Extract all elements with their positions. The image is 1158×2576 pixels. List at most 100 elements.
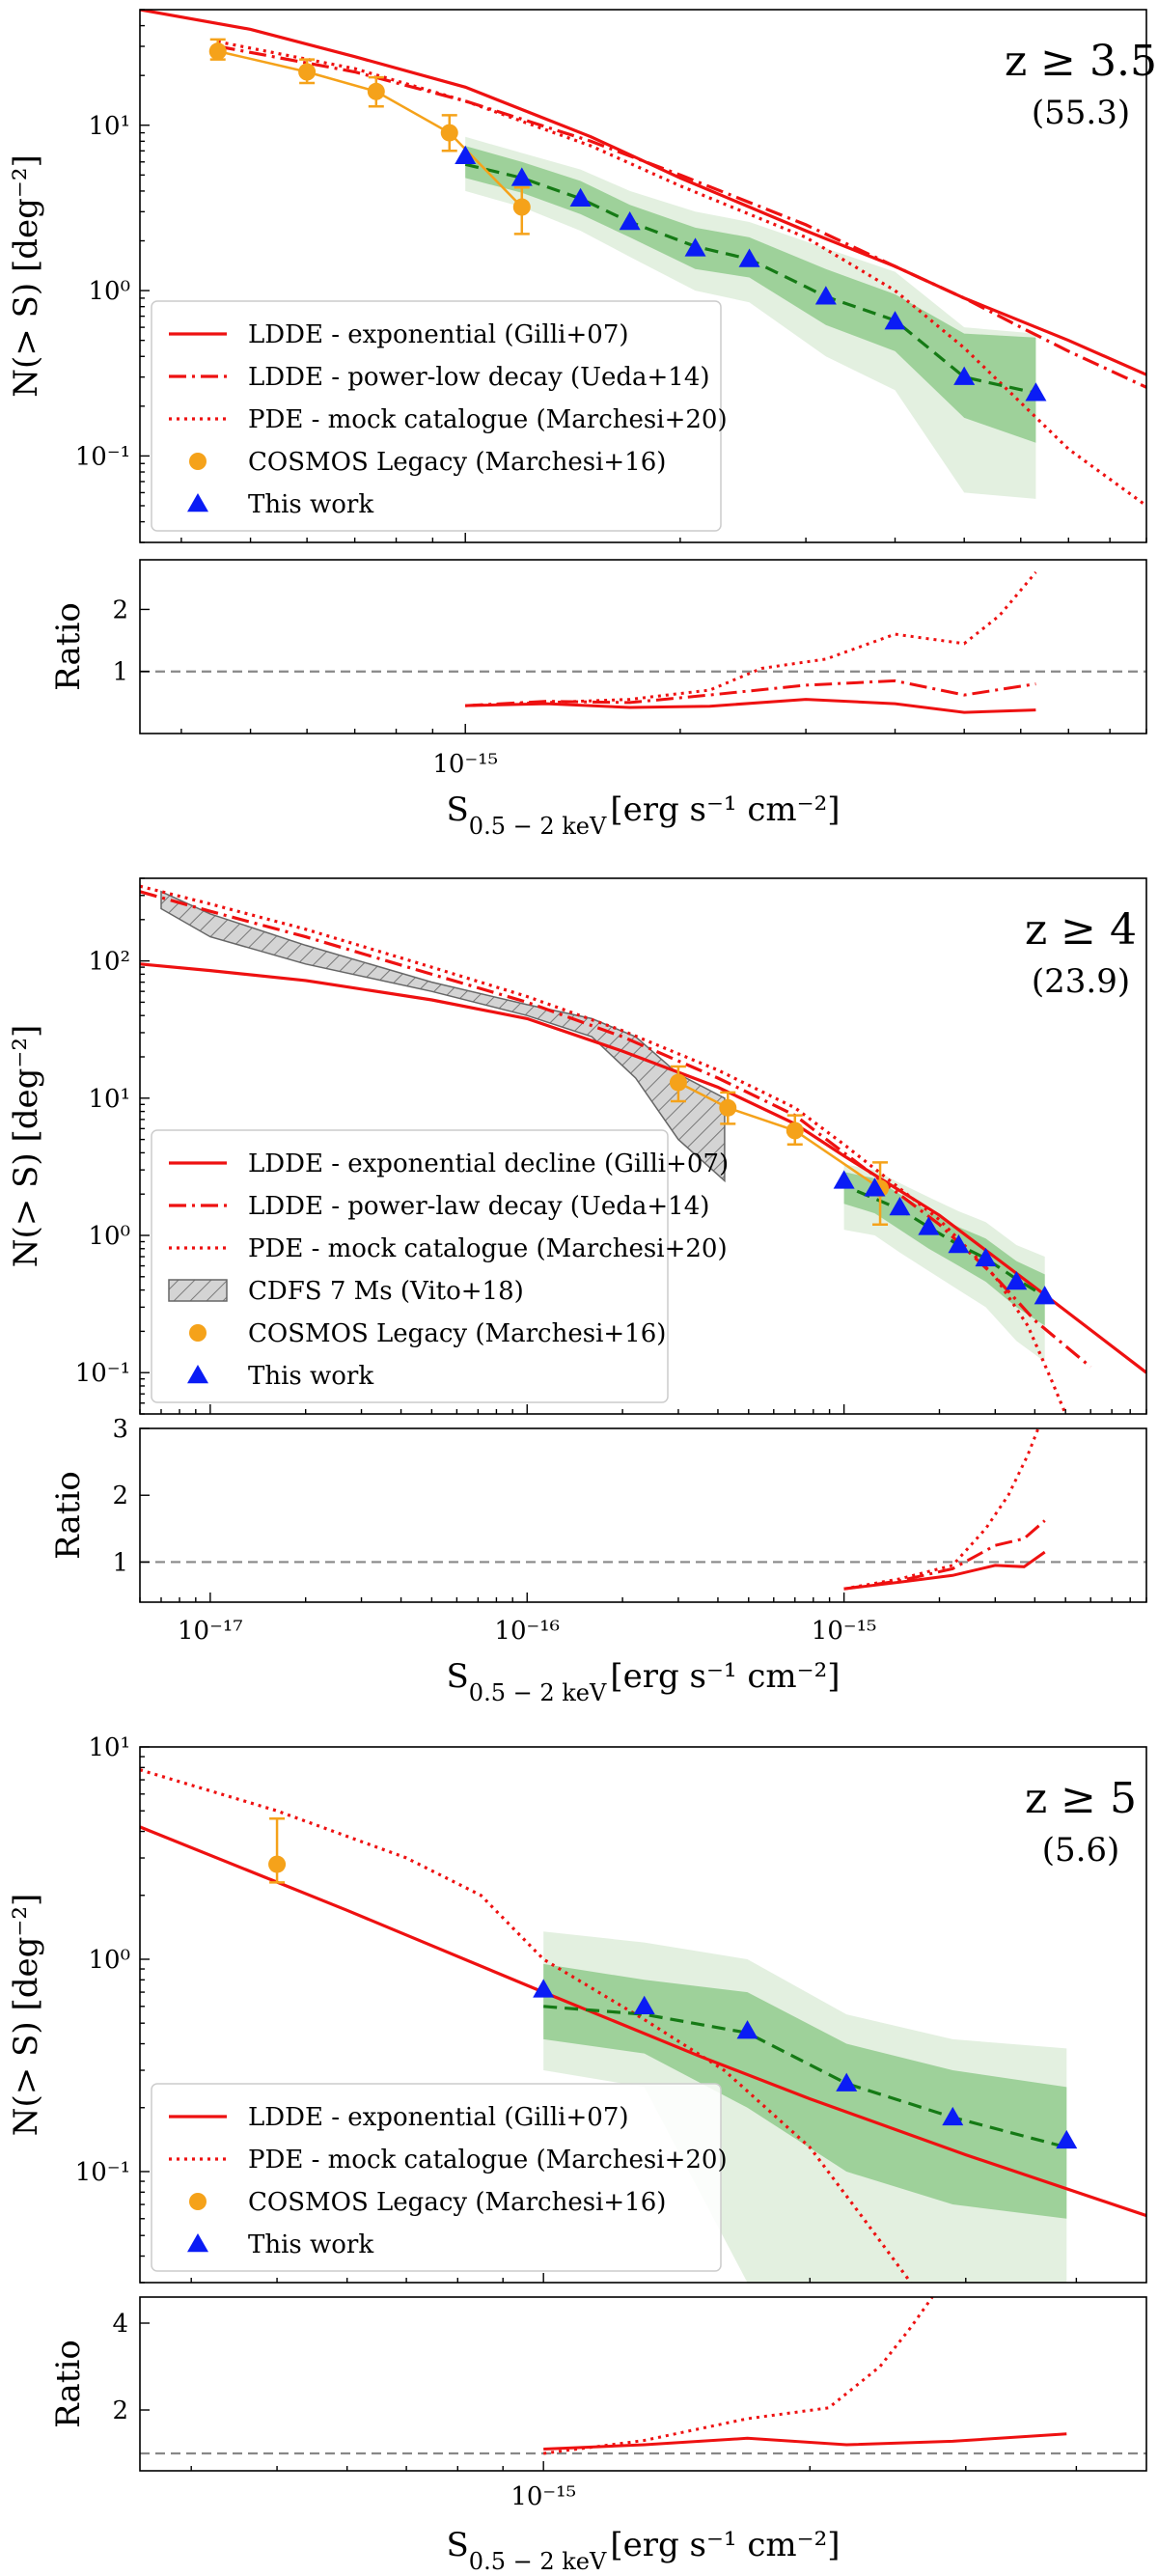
y-axis-label: N(> S) [deg⁻²] xyxy=(7,154,45,397)
this-work-point xyxy=(684,237,706,257)
legend-label: LDDE - power-law decay (Ueda+14) xyxy=(248,1192,709,1221)
this-work-point xyxy=(864,1177,886,1197)
ratio-line-dashdot xyxy=(843,1519,1046,1591)
this-work-point xyxy=(1056,2129,1078,2149)
model-line-solid xyxy=(140,10,1146,376)
this-work-point xyxy=(455,145,477,165)
legend-label: LDDE - exponential (Gilli+07) xyxy=(248,320,629,349)
this-work-point xyxy=(953,366,976,385)
legend-swatch-circle xyxy=(189,453,207,470)
ratio-axes-frame xyxy=(139,2296,1147,2472)
legend-label: COSMOS Legacy (Marchesi+16) xyxy=(248,2188,666,2217)
model-line-solid xyxy=(140,1825,1146,2218)
x-axis-label-sub: 0.5 − 2 keV xyxy=(469,2548,607,2575)
x-tick-label: 10⁻¹⁵ xyxy=(812,1617,877,1646)
x-axis-label-unit: [erg s⁻¹ cm⁻²] xyxy=(610,790,840,829)
ratio-line-solid xyxy=(543,2432,1067,2451)
x-tick-label: 10⁻¹⁵ xyxy=(432,750,498,779)
ratio-y-tick-label: 2 xyxy=(112,596,128,624)
this-work-point xyxy=(510,167,533,186)
this-work-point xyxy=(833,1170,855,1189)
legend-box xyxy=(151,2083,722,2272)
legend-label: LDDE - exponential decline (Gilli+07) xyxy=(248,1150,729,1178)
legend-label: COSMOS Legacy (Marchesi+16) xyxy=(248,1319,666,1348)
ratio-y-tick-label: 1 xyxy=(112,658,128,687)
model-line-dotted xyxy=(140,884,1067,1414)
panel-3: 10⁻¹ 10⁰ 10¹ z ≥ 5 (5.6) N(> S) [deg⁻²] LDDE -… xyxy=(7,1733,1147,2575)
this-work-point xyxy=(918,1216,940,1235)
y-tick-label: 10⁻¹ xyxy=(75,1359,130,1388)
x-axis-label-sub: 0.5 − 2 keV xyxy=(469,1679,607,1706)
y-tick-label: 10⁻¹ xyxy=(75,2158,130,2187)
legend-label: This work xyxy=(248,1362,373,1391)
panel-2: 10⁻¹ 10⁰ 10¹ 10² z ≥ 4 (23.9) N(> S) [deg⁻²] LD… xyxy=(7,877,1147,1706)
this-work-point xyxy=(889,1196,911,1216)
ratio-line-dotted xyxy=(843,1428,1040,1591)
y-tick-label: 10⁰ xyxy=(88,1222,130,1251)
y-tick-label: 10⁰ xyxy=(88,277,130,306)
this-work-point xyxy=(948,1234,970,1254)
x-tick-label: 10⁻¹⁷ xyxy=(178,1617,243,1646)
ratio-y-tick-label: 4 xyxy=(112,2310,128,2339)
y-tick-label: 10¹ xyxy=(88,1085,130,1114)
x-axis-label-unit: [erg s⁻¹ cm⁻²] xyxy=(610,2526,840,2564)
legend-label: CDFS 7 Ms (Vito+18) xyxy=(248,1277,524,1306)
ratio-axis-label: Ratio xyxy=(49,602,88,691)
ratio-panel: 1 2 Ratio xyxy=(49,559,1147,734)
cdfs-hatched-region xyxy=(160,890,726,1183)
panel-title: z ≥ 5 xyxy=(1025,1774,1137,1823)
ratio-y-tick-label: 3 xyxy=(112,1415,128,1444)
ratio-axis-label: Ratio xyxy=(49,2340,88,2428)
ratio-panel: 2 4 Ratio xyxy=(49,2296,1147,2472)
model-line-dotted xyxy=(217,40,1146,508)
legend-swatch-circle xyxy=(189,1324,207,1342)
y-tick-label: 10² xyxy=(88,948,130,977)
confidence-band-outer xyxy=(465,136,1036,499)
cosmos-line xyxy=(677,1081,881,1190)
plot-area xyxy=(140,10,1146,508)
x-axis-label: S0.5 − 2 keV [erg s⁻¹ cm⁻²] xyxy=(447,790,841,840)
this-work-point xyxy=(619,210,641,231)
x-axis-label: S0.5 − 2 keV [erg s⁻¹ cm⁻²] xyxy=(447,2526,841,2575)
cosmos-point xyxy=(440,124,458,142)
main-axes-frame xyxy=(139,877,1147,1415)
panel-title: z ≥ 4 xyxy=(1025,905,1137,955)
cosmos-point xyxy=(719,1098,737,1117)
model-line-dashdot xyxy=(140,890,1092,1369)
confidence-band-inner xyxy=(543,1963,1067,2219)
y-axis-label: N(> S) [deg⁻²] xyxy=(7,1025,45,1267)
ratio-line-solid xyxy=(465,698,1036,714)
main-axes-frame xyxy=(139,1746,1147,2284)
legend-box xyxy=(151,300,722,532)
this-work-fit-line xyxy=(543,2005,1067,2149)
legend-label: LDDE - power-low decay (Ueda+14) xyxy=(248,363,710,392)
ratio-panel: 1 2 3 Ratio xyxy=(49,1415,1147,1603)
ratio-y-tick-label: 1 xyxy=(112,1548,128,1577)
legend-label: This work xyxy=(248,490,373,519)
this-work-point xyxy=(633,1995,655,2015)
ratio-axes-frame xyxy=(139,559,1147,734)
this-work-point xyxy=(1034,1286,1056,1305)
legend-label: LDDE - exponential (Gilli+07) xyxy=(248,2103,629,2132)
ratio-plot-area xyxy=(843,1428,1046,1591)
this-work-point xyxy=(884,311,906,330)
cosmos-point xyxy=(367,82,385,100)
cosmos-point xyxy=(298,63,317,81)
ratio-line-dotted xyxy=(465,570,1037,707)
ratio-axis-label: Ratio xyxy=(49,1471,88,1560)
y-tick-label: 10⁻¹ xyxy=(75,442,130,471)
panel-1: 10⁻¹ 10⁰ 10¹ z ≥ 3.5 (55.3) N(> S) [deg⁻²] LDD… xyxy=(7,9,1157,840)
ratio-axes-frame xyxy=(139,1427,1147,1603)
panel-title: z ≥ 3.5 xyxy=(1005,37,1157,86)
ratio-line-dotted xyxy=(543,2297,934,2455)
x-axis-label-main: S xyxy=(447,1657,469,1696)
this-work-point xyxy=(736,2020,758,2039)
this-work-point xyxy=(942,2106,964,2126)
legend-label: PDE - mock catalogue (Marchesi+20) xyxy=(248,405,728,434)
cosmos-point xyxy=(512,198,531,216)
legend: LDDE - exponential (Gilli+07) PDE - mock … xyxy=(151,2083,728,2272)
legend-label: PDE - mock catalogue (Marchesi+20) xyxy=(248,1234,728,1263)
model-line-solid xyxy=(140,962,1146,1374)
legend-swatch-triangle xyxy=(187,1365,208,1384)
ratio-y-tick-label: 2 xyxy=(112,2396,128,2425)
